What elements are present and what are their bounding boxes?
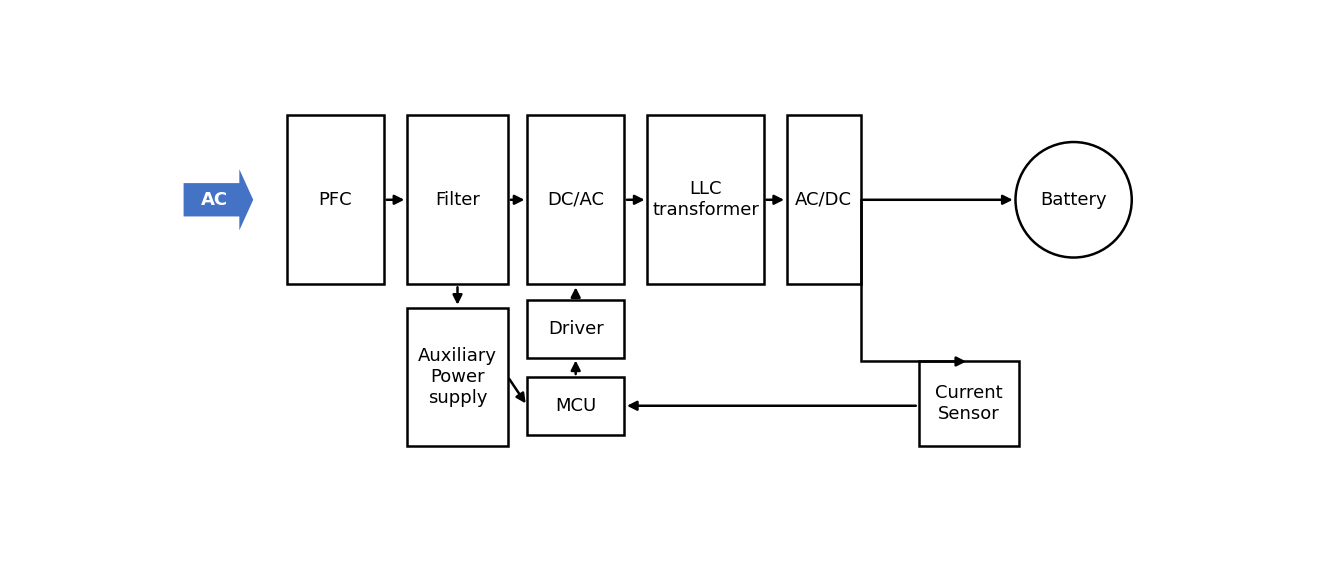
Ellipse shape — [1016, 142, 1132, 258]
Text: Auxiliary
Power
supply: Auxiliary Power supply — [418, 347, 497, 407]
Text: Current
Sensor: Current Sensor — [936, 385, 1003, 423]
Text: LLC
transformer: LLC transformer — [651, 180, 758, 219]
Bar — [287, 115, 384, 285]
Text: MCU: MCU — [555, 397, 597, 415]
Text: PFC: PFC — [319, 191, 352, 209]
Bar — [407, 308, 507, 446]
Bar — [786, 115, 861, 285]
Text: DC/AC: DC/AC — [547, 191, 605, 209]
Text: Driver: Driver — [547, 320, 603, 338]
Bar — [527, 115, 625, 285]
Bar — [647, 115, 764, 285]
Bar — [527, 300, 625, 358]
Bar — [407, 115, 507, 285]
Text: AC: AC — [200, 191, 228, 209]
Bar — [918, 362, 1020, 446]
Text: Battery: Battery — [1040, 191, 1107, 209]
Bar — [527, 377, 625, 435]
Text: Filter: Filter — [435, 191, 481, 209]
Text: AC/DC: AC/DC — [796, 191, 852, 209]
